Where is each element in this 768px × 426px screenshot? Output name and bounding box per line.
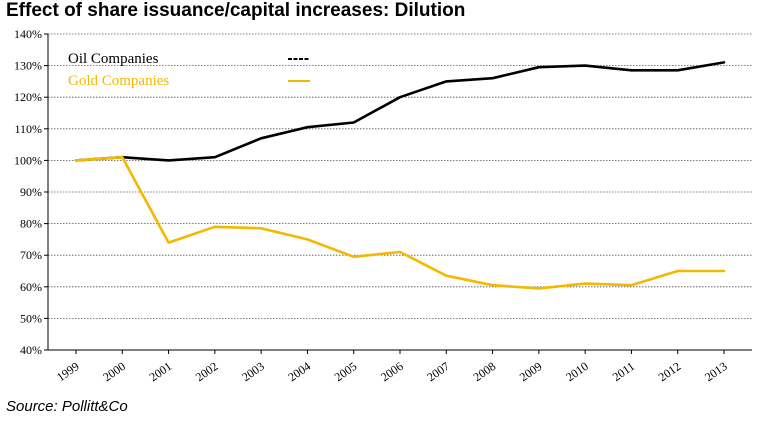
x-tick-label: 2003	[239, 359, 267, 384]
y-tick-label: 90%	[20, 185, 42, 199]
y-tick-label: 140%	[14, 27, 42, 41]
y-tick-label: 100%	[14, 153, 42, 167]
legend-label: Oil Companies	[68, 51, 159, 67]
source-note: Source: Pollitt&Co	[6, 398, 128, 415]
x-tick-label: 2005	[332, 359, 360, 384]
y-tick-label: 120%	[14, 90, 42, 104]
y-tick-labels: 40% 50% 60% 70% 80% 90% 100% 110% 120% 130% 140%	[14, 27, 42, 357]
y-tick-label: 130%	[14, 59, 42, 73]
x-tick-label: 2000	[100, 359, 128, 384]
x-tick-label: 2012	[656, 359, 684, 384]
x-tick-label: 2008	[471, 359, 499, 384]
x-tick-label: 2009	[517, 359, 545, 384]
y-tick-label: 70%	[20, 248, 42, 262]
x-tick-label: 2013	[702, 359, 730, 384]
y-tick-label: 40%	[20, 343, 42, 357]
series-line-gold-companies	[74, 155, 726, 290]
x-tick-label: 2004	[285, 359, 313, 384]
y-tick-label: 50%	[20, 311, 42, 325]
x-tick-label: 2007	[424, 359, 452, 384]
x-tick-label: 2011	[610, 359, 637, 384]
x-tick-labels: 1999 2000 2001 2002 2003 2004 2005 2006 2007 2008…	[54, 350, 730, 384]
series-line-oil-companies	[74, 61, 726, 162]
chart-title: Effect of share issuance/capital increas…	[6, 0, 466, 21]
x-tick-label: 2001	[147, 359, 175, 384]
x-tick-label: 1999	[54, 359, 82, 384]
y-tick-label: 60%	[20, 280, 42, 294]
x-tick-label: 2002	[193, 359, 221, 384]
legend-label: Gold Companies	[68, 73, 169, 89]
y-tick-label: 110%	[14, 122, 42, 136]
x-tick-label: 2006	[378, 359, 406, 384]
x-tick-label: 2010	[563, 359, 591, 384]
legend: Oil Companies Gold Companies	[68, 51, 310, 89]
y-tick-label: 80%	[20, 217, 42, 231]
series-lines	[74, 61, 726, 290]
